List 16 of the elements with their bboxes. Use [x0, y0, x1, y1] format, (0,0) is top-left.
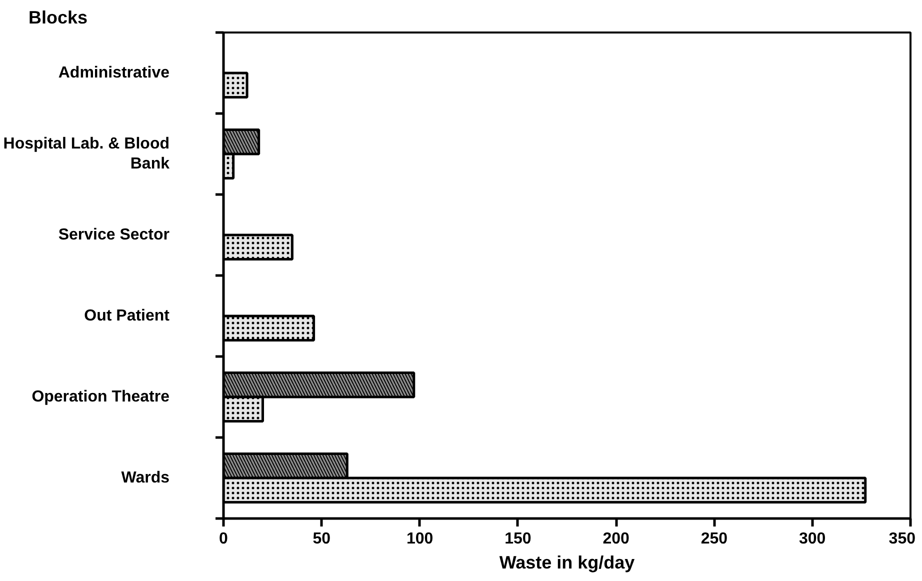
x-tick-label: 150 — [504, 530, 532, 548]
x-tick-label: 300 — [799, 530, 826, 548]
y-tick-label: Administrative — [58, 64, 170, 82]
x-tick-label: 350 — [888, 530, 916, 548]
x-axis-title: Waste in kg/day — [499, 552, 635, 572]
y-tick-label: Wards — [121, 470, 170, 486]
x-tick-label: 50 — [312, 530, 331, 548]
y-tick-label: Out Patient — [84, 308, 170, 324]
x-tick-label: 250 — [700, 530, 728, 548]
y-tick-label: Service Sector — [58, 226, 170, 244]
y-axis-title: Blocks — [28, 8, 88, 28]
x-tick-label: 100 — [406, 530, 434, 548]
x-tick-label: 200 — [602, 530, 630, 548]
y-tick-label: Hospital Lab. & Blood Bank — [3, 135, 170, 173]
x-tick-label: 0 — [219, 530, 228, 548]
y-tick-label: Operation Theatre — [32, 388, 170, 406]
